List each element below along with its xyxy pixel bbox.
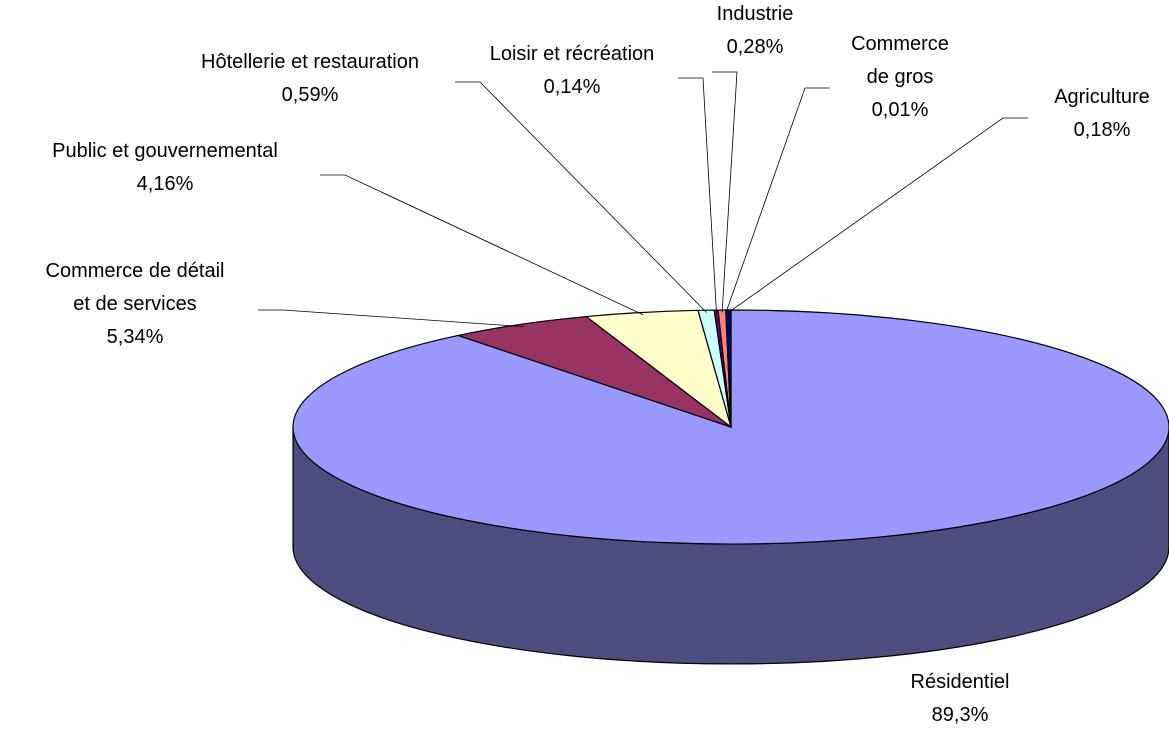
label-line: Loisir et récréation <box>490 43 655 65</box>
value-label: 5,34% <box>107 326 164 348</box>
label-line: Public et gouvernemental <box>52 140 278 162</box>
slice-label: Commerce de gros <box>851 33 949 88</box>
slice-label: Public et gouvernemental <box>52 140 278 162</box>
label-line: Agriculture <box>1054 86 1150 108</box>
label-line: Industrie <box>717 3 794 25</box>
value-label: 0,14% <box>544 76 601 98</box>
leader-line <box>712 71 738 313</box>
leader-line <box>728 117 1028 313</box>
label-line: Commerce de détail <box>46 260 225 282</box>
slice-label: Hôtellerie et restauration <box>201 51 419 73</box>
slice-label: Industrie <box>717 3 794 25</box>
value-label: 0,01% <box>872 99 929 121</box>
value-label: 4,16% <box>137 173 194 195</box>
leader-line <box>725 87 830 313</box>
label-line: Résidentiel <box>911 671 1010 693</box>
leader-line <box>258 309 524 328</box>
slice-label: Résidentiel <box>911 671 1010 693</box>
value-label: 0,18% <box>1074 119 1131 141</box>
value-label: 0,59% <box>282 84 339 106</box>
slice <box>725 309 732 428</box>
label-line: et de services <box>73 293 196 315</box>
leader-line <box>455 81 707 313</box>
label-line: de gros <box>867 66 934 88</box>
leader-line <box>678 77 717 313</box>
slice-label: Loisir et récréation <box>490 43 655 65</box>
slice <box>455 315 732 428</box>
value-label: 89,3% <box>932 704 989 726</box>
value-label: 0,28% <box>727 36 784 58</box>
leader-line <box>320 174 644 316</box>
label-line: Commerce <box>851 33 949 55</box>
label-line: Hôtellerie et restauration <box>201 51 419 73</box>
slice-label: Agriculture <box>1054 86 1150 108</box>
slice-label: Commerce de détail et de services <box>46 260 225 315</box>
